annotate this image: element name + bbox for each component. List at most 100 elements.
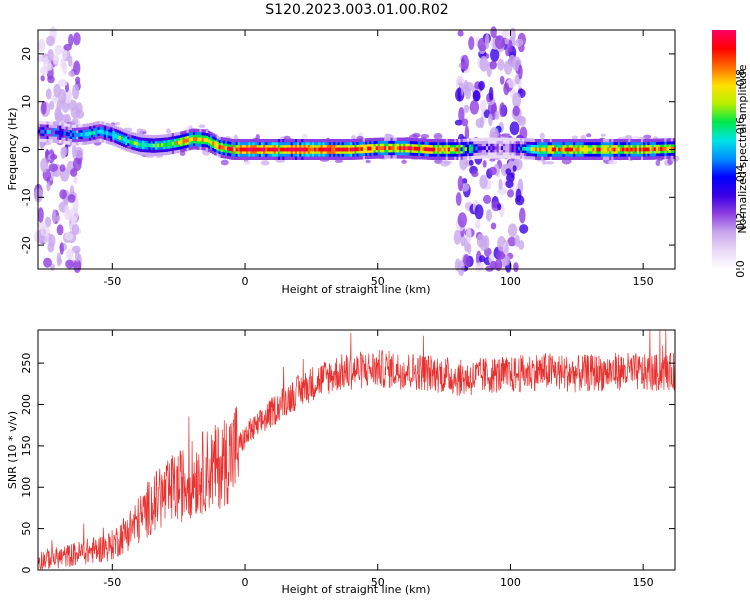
ridge-core: [613, 147, 616, 152]
noise-blob: [517, 117, 526, 126]
ridge-core: [549, 147, 553, 152]
noise-blob: [46, 182, 51, 192]
noise-blob: [453, 229, 462, 245]
ridge-core: [458, 147, 461, 152]
halo-blob: [517, 134, 523, 139]
ridge-core: [44, 129, 47, 134]
ridge-core: [65, 132, 69, 136]
ridge-core: [167, 142, 170, 147]
ridge-core: [341, 147, 345, 152]
ridge-core: [135, 141, 139, 146]
noise-blob: [513, 262, 519, 273]
ridge-core: [407, 146, 410, 151]
noise-blob: [488, 113, 493, 127]
noise-blob: [489, 60, 497, 70]
ridge-core: [664, 147, 667, 151]
ridge-core: [507, 146, 510, 150]
noise-blob: [58, 79, 68, 87]
ridge-core: [235, 147, 238, 152]
ridge-core: [492, 146, 495, 150]
snr-panel: -50 0 50 100 150 0 50 100 150 200 250 Height of s…: [6, 329, 676, 596]
noise-blob: [503, 82, 510, 96]
halo-blob: [544, 161, 555, 165]
noise-blob: [75, 249, 80, 263]
noise-blob: [461, 54, 469, 71]
ridge-core: [178, 140, 181, 145]
ridge-core: [543, 147, 546, 152]
ridge-core: [216, 144, 219, 148]
ridge-core: [250, 147, 253, 152]
noise-blob: [52, 54, 60, 65]
ridge-core: [131, 140, 134, 145]
ridge-core: [78, 132, 81, 137]
noise-blob: [455, 192, 462, 206]
ridge-core: [222, 146, 226, 150]
noise-blob: [461, 118, 469, 127]
noise-blob: [488, 86, 494, 101]
ridge-core: [564, 147, 568, 152]
ridge-core: [573, 147, 576, 152]
ridge-core: [108, 132, 111, 136]
ridge-core: [532, 147, 536, 152]
ridge-core: [424, 147, 427, 151]
halo-blob: [302, 133, 308, 141]
ridge-core: [617, 147, 621, 152]
ridge-core: [125, 138, 128, 143]
noise-blob: [466, 227, 472, 243]
snr-x-ticks: -50 0 50 100 150: [103, 330, 654, 589]
ridge-core: [95, 130, 98, 134]
ridge-core: [280, 147, 283, 152]
snr-frame: [37, 329, 676, 571]
ridge-core: [271, 147, 275, 152]
ridge-core: [638, 147, 642, 152]
noise-blob: [507, 189, 514, 198]
noise-blob: [64, 205, 70, 215]
noise-blob: [464, 125, 470, 141]
colorbar-label: Normalized spectral amplitude: [736, 64, 749, 233]
ridge-core: [57, 130, 60, 135]
ridge-core: [649, 147, 652, 152]
noise-blob: [490, 47, 500, 62]
ridge-core: [148, 143, 151, 148]
heatmap-cells: [33, 26, 680, 277]
ridge-core: [466, 147, 470, 151]
ridge-core: [541, 147, 544, 152]
ridge-core: [350, 147, 353, 152]
ridge-core: [163, 143, 166, 147]
ridge-core: [496, 146, 500, 150]
noise-blob: [457, 212, 467, 228]
noise-blob: [72, 157, 82, 172]
noise-blob: [518, 64, 523, 80]
ridge-core: [488, 146, 491, 150]
ridge-core: [558, 147, 561, 152]
ridge-core: [441, 147, 444, 152]
noise-blob: [58, 257, 62, 265]
ridge-core: [120, 136, 124, 141]
spectrogram-x-ticks: -50 0 50 100 150: [103, 30, 654, 288]
noise-blob: [501, 29, 510, 38]
noise-blob: [454, 119, 463, 126]
ridge-core: [182, 139, 185, 144]
ridge-core: [545, 147, 548, 152]
ridge-core: [452, 147, 455, 152]
ridge-core: [246, 147, 249, 152]
halo-blob: [489, 132, 497, 139]
ridge-core: [205, 138, 209, 143]
ridge-core: [670, 146, 674, 151]
ridge-core: [203, 137, 207, 142]
ridge-core: [294, 147, 298, 152]
ridge-core: [551, 147, 555, 152]
noise-blob: [512, 92, 522, 108]
ridge-core: [602, 147, 606, 152]
ridge-core: [377, 146, 381, 150]
ridge-core: [392, 146, 396, 150]
ridge-core: [307, 147, 311, 152]
ridge-core: [399, 146, 402, 150]
ridge-core: [333, 147, 336, 152]
noise-blob: [457, 175, 464, 192]
ridge-core: [207, 139, 211, 144]
ridge-core: [386, 146, 389, 150]
ridge-core: [447, 147, 451, 152]
ridge-core: [443, 147, 447, 152]
noise-blob: [490, 222, 497, 230]
